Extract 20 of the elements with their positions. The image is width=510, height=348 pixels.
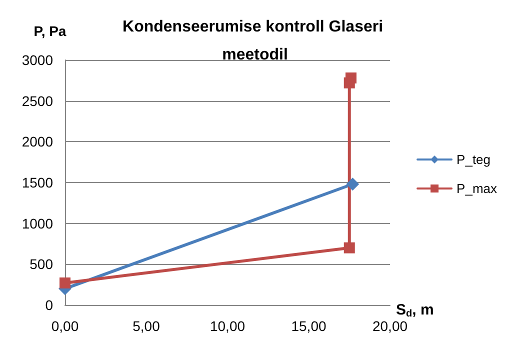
y-tick-label: 2500: [22, 92, 54, 109]
legend-label: P_max: [456, 181, 498, 196]
legend-label: P_teg: [456, 152, 491, 167]
y-axis-title: P, Pa: [34, 23, 66, 39]
y-tick-label: 3000: [22, 52, 54, 68]
point: [346, 72, 356, 84]
point: [344, 242, 355, 254]
y-tick-label: 2000: [22, 134, 54, 150]
point: [346, 178, 360, 191]
x-tick-label: 10,00: [210, 318, 246, 334]
y-tick-label: 500: [30, 256, 54, 272]
chart-title: Kondenseerumise kontroll Glaseri meetodil: [122, 18, 388, 64]
x-tick-label: 15,00: [291, 318, 326, 334]
x-tick-label: 0,00: [51, 318, 79, 334]
y-tick-label: 1500: [22, 174, 54, 190]
point: [60, 277, 70, 288]
y-tick-label: 0: [45, 297, 54, 313]
x-tick-label: 5,00: [132, 318, 160, 334]
x-tick-label: 20,00: [372, 318, 408, 334]
y-tick-label: 1000: [22, 215, 54, 232]
